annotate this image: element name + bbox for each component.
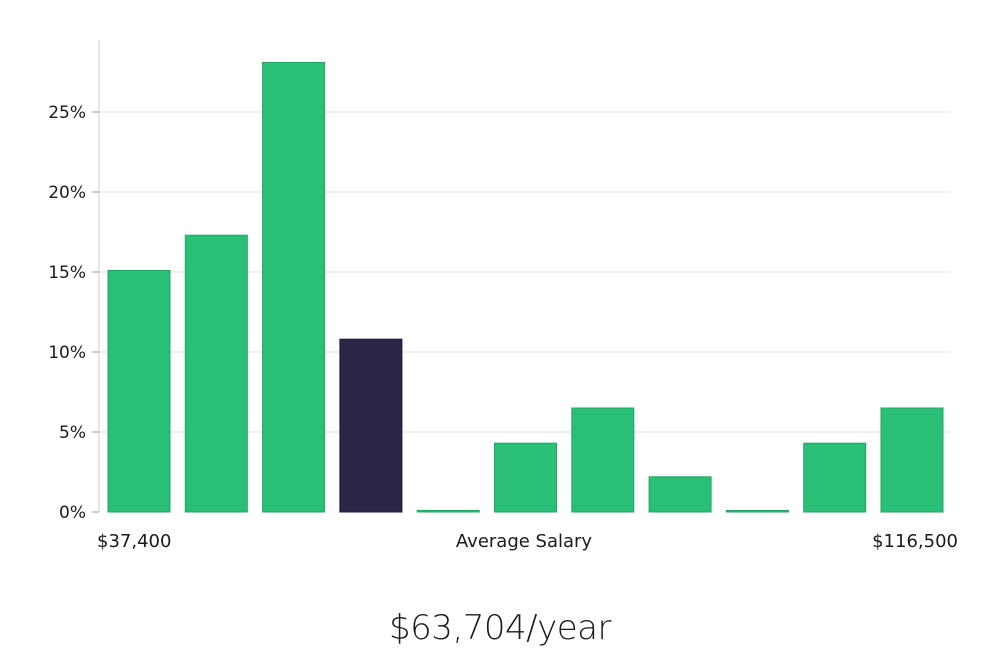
x-axis-title: Average Salary: [456, 531, 593, 552]
bar: [571, 407, 635, 513]
bar: [262, 61, 326, 513]
x-axis-min-label: $37,400: [97, 531, 171, 552]
y-tick-label: 25%: [48, 103, 86, 123]
y-tick-label: 20%: [48, 183, 86, 203]
bar: [648, 476, 712, 513]
bar: [725, 509, 789, 513]
bar: [803, 442, 867, 513]
bar: [880, 407, 944, 513]
bar-highlighted: [339, 338, 403, 513]
bar: [184, 234, 248, 513]
bar: [494, 442, 557, 513]
y-axis-ticks: 0% 5% 10% 15% 20% 25%: [48, 103, 99, 523]
y-tick-label: 10%: [48, 343, 86, 363]
y-tick-label: 5%: [59, 423, 86, 443]
bar: [416, 509, 480, 513]
y-tick-label: 15%: [48, 263, 86, 283]
bars: [107, 61, 944, 513]
bar: [107, 269, 171, 513]
x-axis-max-label: $116,500: [872, 531, 958, 552]
average-salary-value: $63,704/year: [389, 608, 611, 648]
y-tick-label: 0%: [59, 503, 86, 523]
salary-histogram: 0%5%10%15%20%25% $37,400 Average Salary …: [48, 40, 958, 552]
